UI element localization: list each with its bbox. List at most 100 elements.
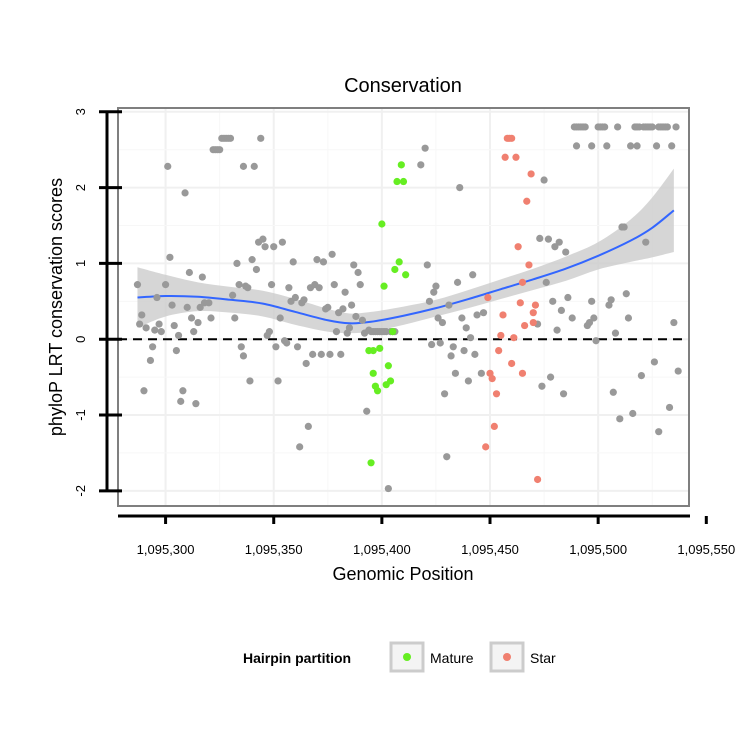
point-other bbox=[434, 314, 442, 322]
point-other bbox=[430, 288, 438, 296]
point-other bbox=[278, 238, 286, 246]
point-mature bbox=[397, 161, 405, 169]
point-mature bbox=[369, 346, 377, 355]
x-tick-label: 1,095,450 bbox=[461, 542, 519, 557]
point-star bbox=[527, 170, 535, 178]
point-other bbox=[317, 350, 325, 358]
point-other bbox=[146, 356, 155, 365]
point-other bbox=[272, 343, 280, 351]
point-other bbox=[233, 259, 241, 268]
point-other bbox=[603, 142, 611, 150]
point-other bbox=[588, 142, 596, 150]
point-mature bbox=[402, 271, 410, 279]
point-other bbox=[438, 318, 447, 327]
point-other bbox=[339, 305, 347, 313]
point-other bbox=[231, 314, 239, 322]
point-other bbox=[296, 443, 304, 451]
point-other bbox=[198, 273, 206, 281]
point-star bbox=[488, 375, 496, 383]
point-other bbox=[665, 403, 674, 412]
point-other bbox=[250, 162, 258, 170]
point-star bbox=[514, 243, 522, 251]
point-other bbox=[670, 318, 678, 327]
point-other bbox=[265, 328, 274, 336]
point-other bbox=[456, 184, 464, 192]
point-other bbox=[471, 350, 479, 358]
point-other bbox=[585, 318, 594, 327]
point-other bbox=[248, 256, 256, 264]
point-other bbox=[289, 258, 297, 266]
legend-label-mature: Mature bbox=[430, 650, 474, 666]
point-mature bbox=[367, 459, 375, 467]
point-star bbox=[531, 301, 540, 309]
point-other bbox=[592, 337, 600, 345]
point-other bbox=[477, 369, 485, 377]
point-other bbox=[417, 161, 425, 169]
point-other bbox=[352, 312, 360, 321]
point-mature bbox=[393, 177, 401, 186]
point-other bbox=[328, 250, 336, 258]
point-other bbox=[181, 189, 189, 197]
legend-entry-mature: Mature bbox=[389, 641, 474, 673]
point-star bbox=[516, 299, 524, 307]
point-other bbox=[637, 372, 646, 380]
point-star bbox=[508, 134, 516, 142]
point-other bbox=[207, 314, 215, 322]
point-other bbox=[440, 390, 449, 398]
y-axis-label: phyloP LRT conservation scores bbox=[46, 178, 66, 436]
point-star bbox=[529, 318, 537, 327]
point-other bbox=[363, 407, 371, 415]
point-other bbox=[549, 297, 557, 305]
x-tick-label: 1,095,500 bbox=[569, 542, 627, 557]
y-tick-label: -1 bbox=[73, 409, 88, 421]
point-other bbox=[672, 123, 680, 131]
y-tick-label: 1 bbox=[73, 260, 88, 267]
y-tick-label: -2 bbox=[73, 485, 88, 497]
point-other bbox=[324, 303, 332, 311]
smooth-line bbox=[137, 209, 675, 325]
point-other bbox=[479, 309, 488, 317]
point-other bbox=[356, 281, 364, 289]
point-mature bbox=[389, 328, 397, 336]
point-other bbox=[624, 314, 633, 322]
point-other bbox=[136, 320, 144, 328]
point-other bbox=[174, 331, 183, 340]
point-other bbox=[581, 123, 589, 131]
point-other bbox=[663, 123, 671, 131]
point-other bbox=[542, 278, 550, 286]
x-tick-label: 1,095,350 bbox=[245, 542, 303, 557]
point-mature bbox=[395, 258, 403, 266]
point-other bbox=[601, 123, 609, 131]
smooth-trend-line bbox=[137, 209, 675, 325]
point-other bbox=[239, 352, 248, 360]
point-other bbox=[177, 397, 185, 405]
point-other bbox=[620, 223, 628, 231]
point-mature bbox=[386, 377, 395, 385]
point-other bbox=[568, 314, 576, 322]
point-mature bbox=[399, 177, 408, 186]
point-other bbox=[267, 281, 276, 289]
point-other bbox=[166, 253, 174, 261]
legend-marker-mature bbox=[403, 653, 411, 661]
point-star bbox=[518, 369, 527, 377]
point-other bbox=[652, 142, 661, 150]
point-other bbox=[149, 343, 157, 351]
confidence-band-area bbox=[137, 168, 674, 334]
point-other bbox=[155, 320, 163, 328]
point-star bbox=[521, 321, 529, 330]
point-other bbox=[244, 284, 252, 292]
point-other bbox=[237, 343, 245, 351]
point-other bbox=[330, 281, 338, 289]
point-mature bbox=[391, 265, 399, 274]
point-other bbox=[611, 329, 620, 337]
point-other bbox=[259, 235, 267, 243]
point-other bbox=[293, 343, 302, 351]
point-other bbox=[319, 258, 328, 266]
point-other bbox=[622, 290, 630, 298]
legend-marker-star bbox=[503, 653, 511, 661]
point-other bbox=[172, 346, 180, 355]
point-other bbox=[345, 324, 354, 332]
point-other bbox=[562, 248, 570, 256]
y-tick-label: 3 bbox=[73, 108, 88, 115]
